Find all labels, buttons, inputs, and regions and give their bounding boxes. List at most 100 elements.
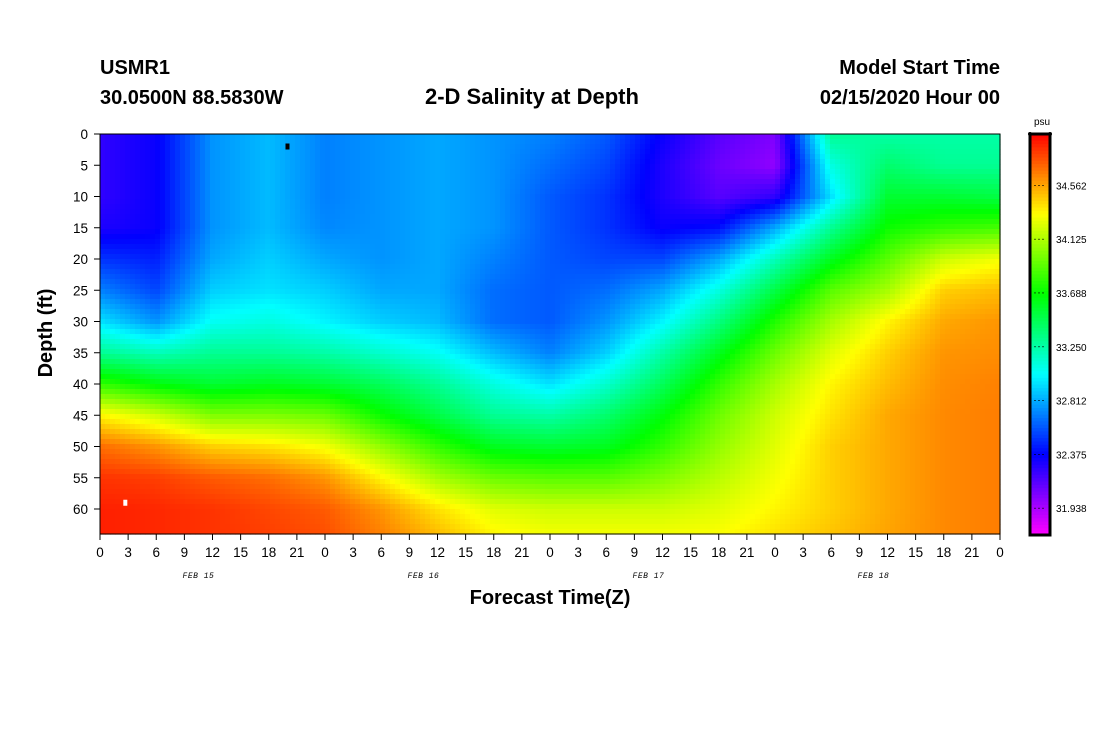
heatmap-cell — [975, 254, 981, 260]
heatmap-cell — [240, 244, 246, 250]
heatmap-cell — [375, 164, 381, 170]
heatmap-cell — [835, 159, 841, 165]
heatmap-cell — [415, 214, 421, 220]
heatmap-cell — [240, 179, 246, 185]
heatmap-cell — [750, 164, 756, 170]
heatmap-cell — [160, 244, 166, 250]
heatmap-cell — [790, 179, 796, 185]
heatmap-cell — [725, 229, 731, 235]
heatmap-cell — [615, 259, 621, 265]
heatmap-cell — [790, 244, 796, 250]
heatmap-cell — [900, 204, 906, 210]
heatmap-cell — [480, 249, 486, 255]
heatmap-cell — [790, 224, 796, 230]
heatmap-cell — [480, 179, 486, 185]
heatmap-cell — [725, 209, 731, 215]
heatmap-cell — [250, 219, 256, 225]
heatmap-cell — [365, 179, 371, 185]
heatmap-cell — [240, 259, 246, 265]
heatmap-cell — [660, 259, 666, 265]
heatmap-cell — [110, 194, 116, 200]
heatmap-cell — [525, 179, 531, 185]
heatmap-cell — [280, 179, 286, 185]
heatmap-cell — [245, 174, 251, 180]
heatmap-cell — [490, 189, 496, 195]
heatmap-cell — [950, 174, 956, 180]
heatmap-cell — [520, 179, 526, 185]
heatmap-cell — [775, 144, 781, 150]
heatmap-cell — [720, 189, 726, 195]
heatmap-cell — [345, 189, 351, 195]
heatmap-cell — [845, 174, 851, 180]
heatmap-cell — [640, 189, 646, 195]
heatmap-cell — [475, 234, 481, 240]
heatmap-cell — [685, 199, 691, 205]
heatmap-cell — [430, 204, 436, 210]
heatmap-cell — [960, 199, 966, 205]
heatmap-cell — [455, 229, 461, 235]
heatmap-cell — [750, 219, 756, 225]
heatmap-cell — [705, 234, 711, 240]
heatmap-cell — [660, 269, 666, 275]
heatmap-cell — [505, 254, 511, 260]
heatmap-cell — [535, 229, 541, 235]
heatmap-cell — [735, 264, 741, 270]
heatmap-cell — [410, 199, 416, 205]
heatmap-cell — [340, 174, 346, 180]
heatmap-cell — [525, 159, 531, 165]
heatmap-cell — [365, 204, 371, 210]
heatmap-cell — [450, 229, 456, 235]
heatmap-cell — [965, 154, 971, 160]
heatmap-cell — [215, 219, 221, 225]
heatmap-cell — [380, 189, 386, 195]
heatmap-cell — [585, 234, 591, 240]
heatmap-cell — [225, 214, 231, 220]
heatmap-cell — [335, 134, 341, 140]
heatmap-cell — [110, 179, 116, 185]
heatmap-cell — [960, 244, 966, 250]
heatmap-cell — [385, 159, 391, 165]
heatmap-cell — [725, 134, 731, 140]
heatmap-cell — [310, 184, 316, 190]
heatmap-cell — [285, 194, 291, 200]
heatmap-cell — [695, 179, 701, 185]
heatmap-cell — [180, 194, 186, 200]
heatmap-cell — [150, 254, 156, 260]
heatmap-cell — [840, 134, 846, 140]
heatmap-cell — [865, 259, 871, 265]
heatmap-cell — [490, 269, 496, 275]
heatmap-cell — [230, 174, 236, 180]
heatmap-cell — [835, 259, 841, 265]
heatmap-cell — [835, 229, 841, 235]
heatmap-cell — [630, 189, 636, 195]
heatmap-cell — [830, 249, 836, 255]
heatmap-cell — [795, 244, 801, 250]
heatmap-cell — [635, 214, 641, 220]
heatmap-cell — [180, 134, 186, 140]
heatmap-cell — [285, 199, 291, 205]
heatmap-cell — [815, 234, 821, 240]
heatmap-cell — [655, 199, 661, 205]
heatmap-cell — [140, 134, 146, 140]
heatmap-cell — [155, 214, 161, 220]
heatmap-cell — [785, 179, 791, 185]
heatmap-cell — [470, 219, 476, 225]
heatmap-cell — [915, 244, 921, 250]
heatmap-cell — [365, 234, 371, 240]
heatmap-cell — [330, 199, 336, 205]
heatmap-cell — [395, 224, 401, 230]
heatmap-cell — [735, 149, 741, 155]
heatmap-cell — [200, 144, 206, 150]
heatmap-cell — [815, 239, 821, 245]
heatmap-cell — [510, 244, 516, 250]
heatmap-cell — [855, 184, 861, 190]
heatmap-cell — [715, 219, 721, 225]
heatmap-cell — [990, 249, 996, 255]
heatmap-cell — [630, 259, 636, 265]
heatmap-cell — [345, 169, 351, 175]
heatmap-cell — [535, 169, 541, 175]
heatmap-cell — [225, 164, 231, 170]
heatmap-cell — [880, 224, 886, 230]
heatmap-cell — [360, 239, 366, 245]
heatmap-cell — [605, 149, 611, 155]
